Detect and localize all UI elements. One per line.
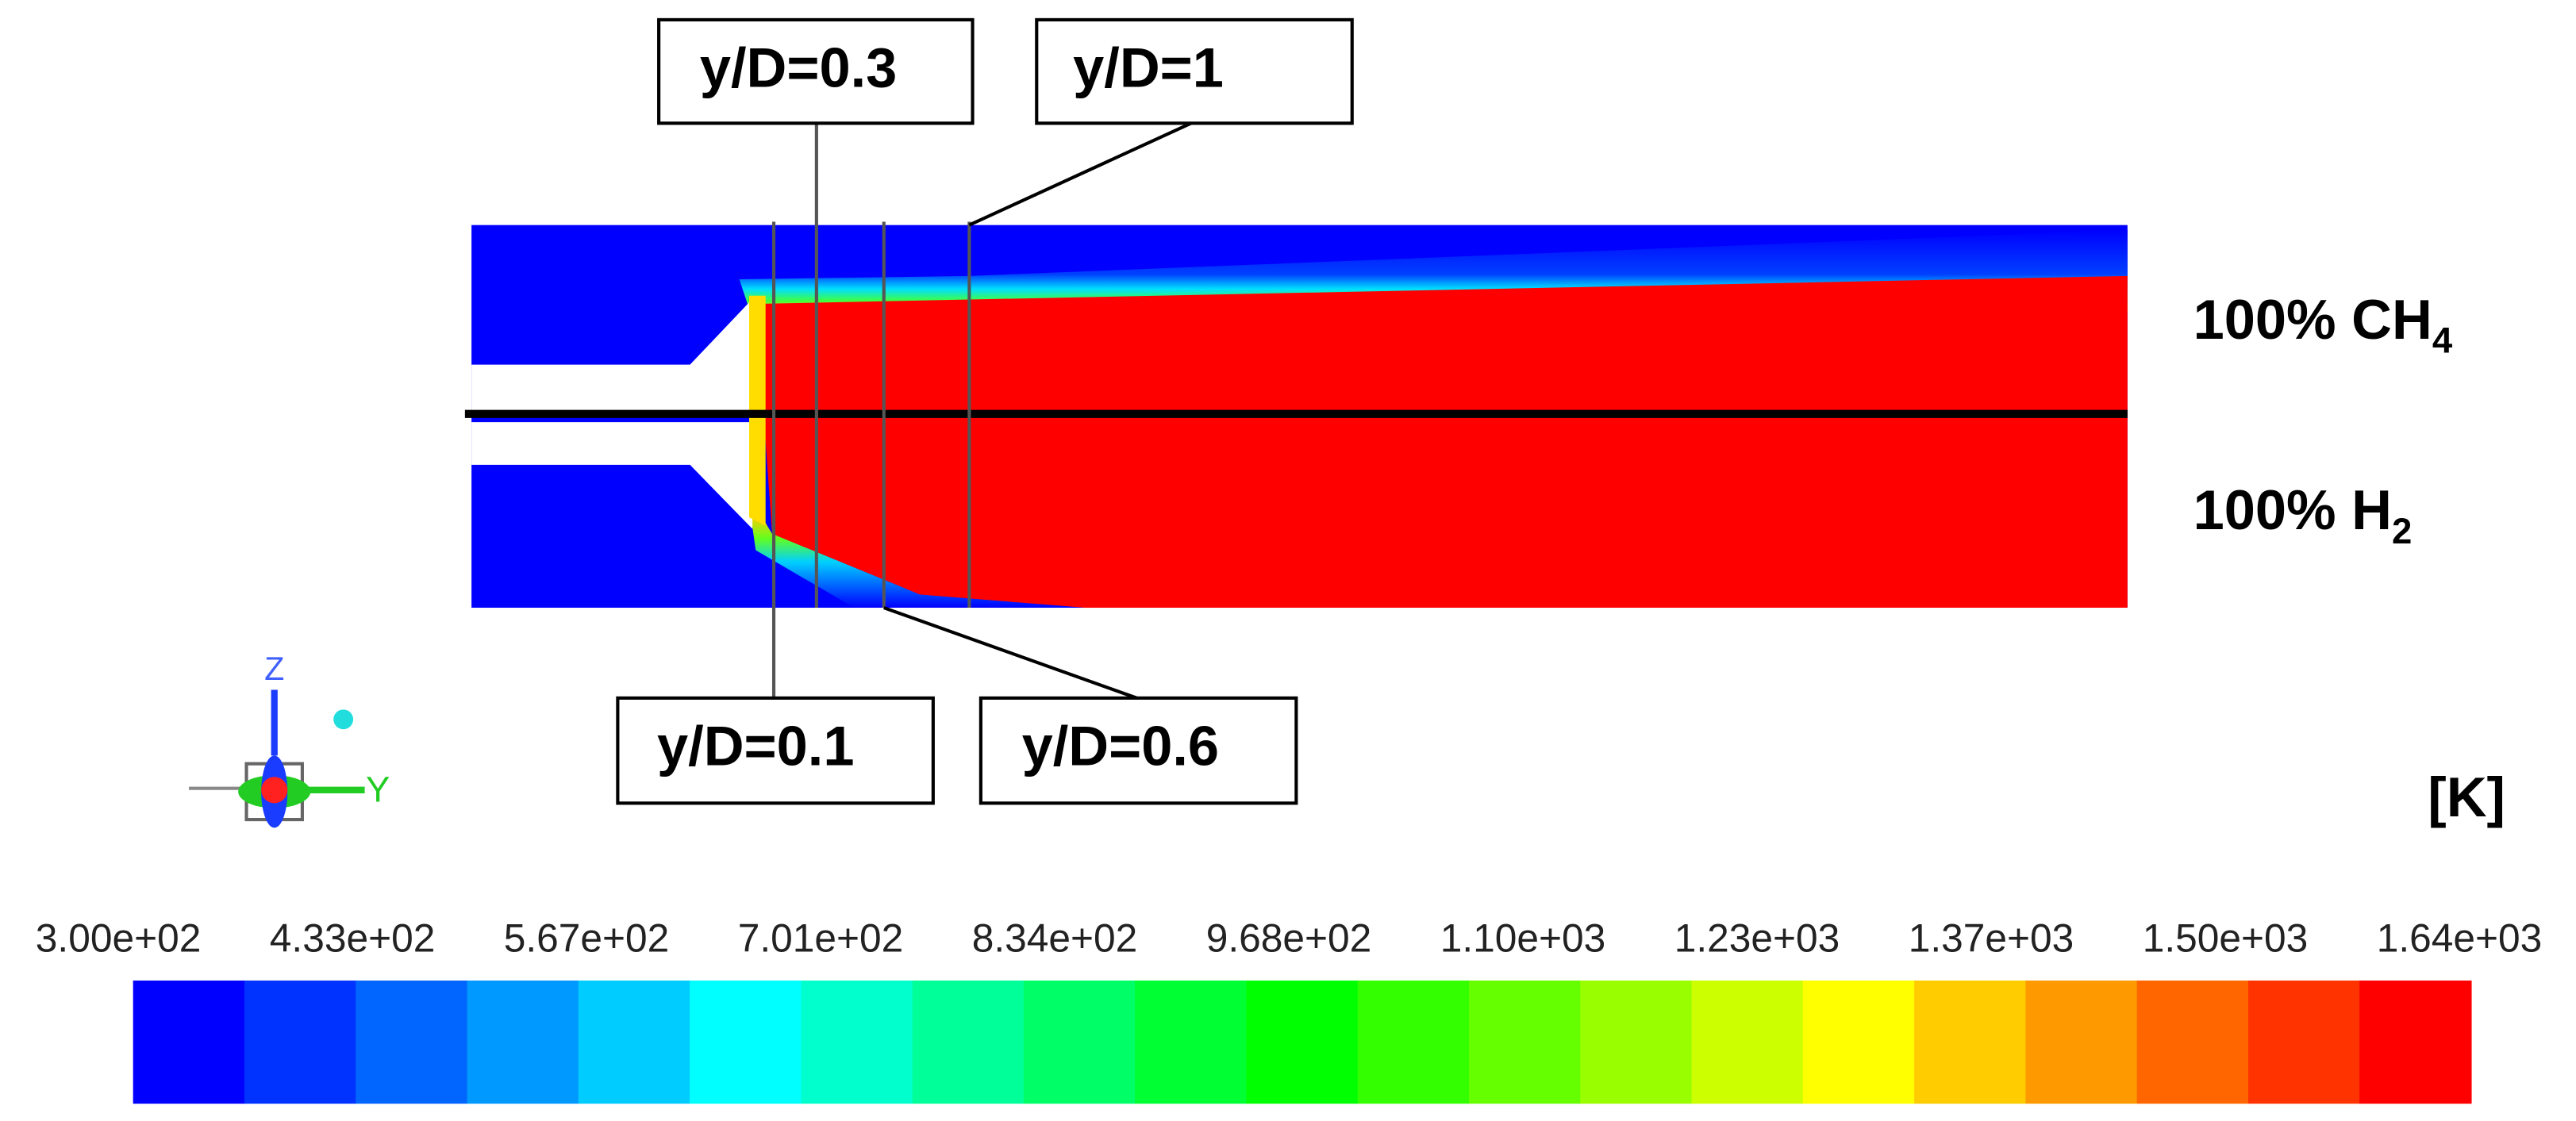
colorbar-segment: [1914, 980, 2027, 1104]
colorbar-segment: [912, 980, 1025, 1104]
colorbar-segment: [467, 980, 579, 1104]
unit-label: [K]: [2428, 766, 2505, 828]
colorbar-segment: [690, 980, 802, 1104]
colorbar-segment: [2136, 980, 2249, 1104]
annotation: y/D=0.6: [1022, 715, 1219, 777]
colorbar-tick-label: 1.10e+03: [1440, 916, 1606, 960]
colorbar-tick-label: 1.37e+03: [1909, 916, 2074, 960]
colorbar-segment: [2025, 980, 2138, 1104]
colorbar-segment: [2359, 980, 2472, 1104]
colorbar-segment: [578, 980, 691, 1104]
fuel-subscript: 4: [2432, 321, 2453, 361]
fuel-name: 100% H: [2193, 478, 2392, 541]
colorbar-tick-label: 7.01e+02: [738, 916, 904, 960]
probe-lines: [771, 121, 1192, 700]
colorbar-tick-label: 4.33e+02: [270, 916, 436, 960]
fuel-name: 100% CH: [2193, 287, 2432, 350]
colorbar-tick-label: 1.50e+03: [2143, 916, 2309, 960]
fuel-label: 100% H2: [2193, 478, 2413, 551]
annotation: y/D=0.1: [657, 715, 854, 777]
colorbar-segment: [1357, 980, 1471, 1104]
fuel-label: 100% CH4: [2193, 287, 2453, 360]
colorbar: 3.00e+02 4.33e+02 5.67e+02 7.01e+02 8.34e+02…: [36, 916, 2543, 1104]
colorbar-segment: [1802, 980, 1916, 1104]
colorbar-segment: [244, 980, 357, 1104]
annotation: y/D=1: [1073, 36, 1224, 99]
colorbar-segment: [801, 980, 913, 1104]
colorbar-segment: [133, 980, 245, 1104]
colorbar-tick-label: 5.67e+02: [504, 916, 670, 960]
colorbar-tick-label: 8.34e+02: [972, 916, 1138, 960]
axis-label: Y: [366, 769, 390, 809]
colorbar-tick-label: 3.00e+02: [36, 916, 202, 960]
colorbar-segment: [1469, 980, 1582, 1104]
colorbar-segment: [1135, 980, 1248, 1104]
colorbar-segment: [1023, 980, 1136, 1104]
axis-triad: Z Y: [189, 651, 390, 828]
fuel-subscript: 2: [2392, 511, 2412, 551]
axis-label: Z: [264, 651, 284, 687]
annotation: y/D=0.3: [700, 36, 897, 99]
colorbar-segment: [1580, 980, 1693, 1104]
colorbar-tick-label: 1.64e+03: [2377, 916, 2543, 960]
colorbar-segment: [1246, 980, 1359, 1104]
colorbar-segment: [356, 980, 468, 1104]
colorbar-tick-label: 9.68e+02: [1206, 916, 1372, 960]
colorbar-segment: [2247, 980, 2361, 1104]
colorbar-tick-label: 1.23e+03: [1674, 916, 1840, 960]
contour-field: [464, 225, 2128, 608]
colorbar-segment: [1691, 980, 1804, 1104]
